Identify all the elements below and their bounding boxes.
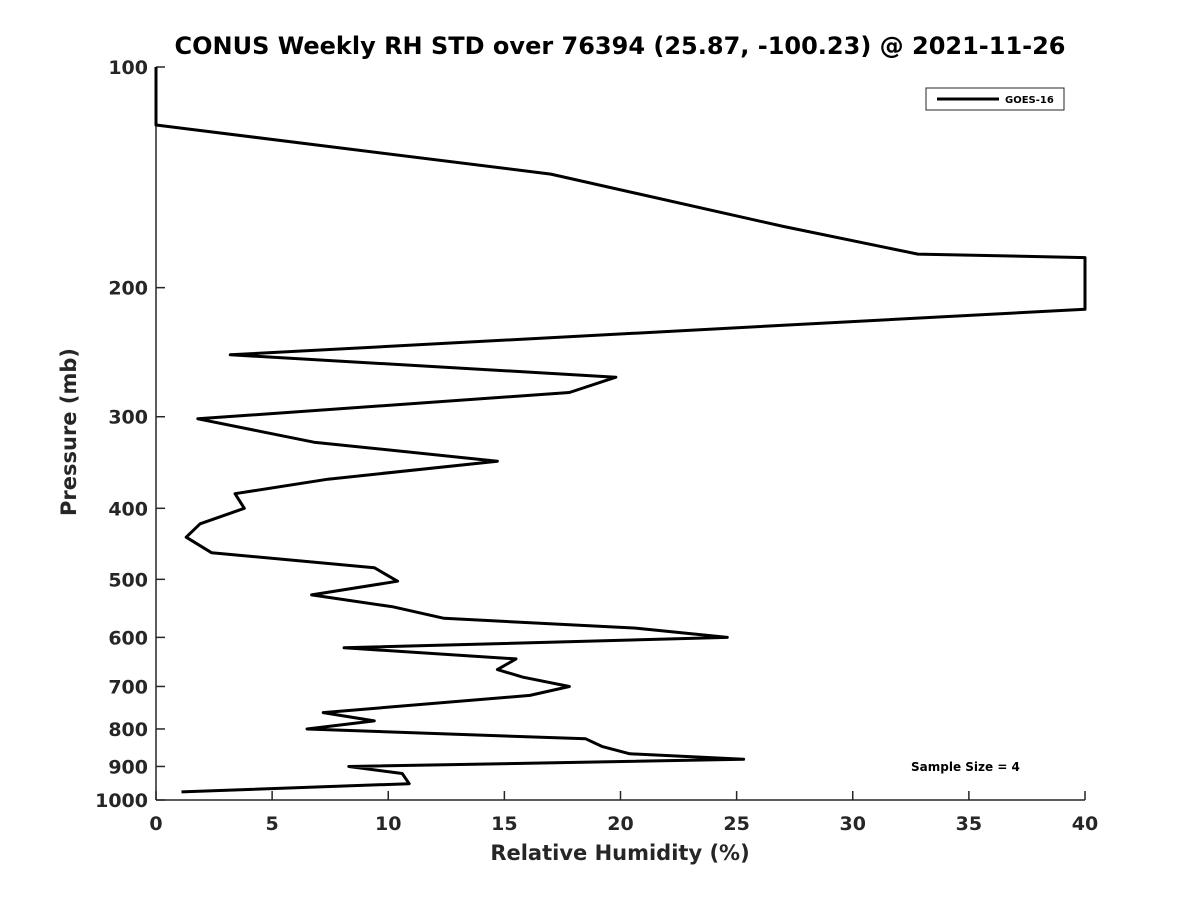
x-axis-label: Relative Humidity (%) bbox=[490, 841, 749, 865]
y-tick-label: 400 bbox=[108, 498, 148, 520]
chart-title: CONUS Weekly RH STD over 76394 (25.87, -… bbox=[174, 32, 1065, 60]
series-line-goes-16 bbox=[154, 67, 1087, 794]
x-tick-label: 15 bbox=[491, 813, 517, 835]
y-tick-label: 1000 bbox=[95, 790, 148, 812]
legend: GOES-16 bbox=[925, 87, 1065, 111]
y-tick-label: 300 bbox=[108, 407, 148, 429]
x-tick-label: 25 bbox=[723, 813, 749, 835]
y-tick-label: 500 bbox=[108, 569, 148, 591]
x-tick-label: 20 bbox=[607, 813, 633, 835]
y-tick-label: 700 bbox=[108, 676, 148, 698]
legend-label: GOES-16 bbox=[1005, 95, 1054, 106]
x-tick-label: 35 bbox=[956, 813, 982, 835]
y-tick-label: 900 bbox=[108, 756, 148, 778]
x-tick-label: 40 bbox=[1072, 813, 1098, 835]
y-tick-label: 200 bbox=[108, 278, 148, 300]
y-tick-label: 600 bbox=[108, 627, 148, 649]
x-tick-label: 0 bbox=[149, 813, 162, 835]
y-tick-label: 100 bbox=[108, 57, 148, 79]
sample-size-annotation: Sample Size = 4 bbox=[911, 760, 1020, 774]
x-tick-label: 10 bbox=[375, 813, 401, 835]
y-axis-label: Pressure (mb) bbox=[57, 348, 81, 516]
x-tick-label: 5 bbox=[266, 813, 279, 835]
y-tick-label: 800 bbox=[108, 719, 148, 741]
x-tick-label: 30 bbox=[840, 813, 866, 835]
